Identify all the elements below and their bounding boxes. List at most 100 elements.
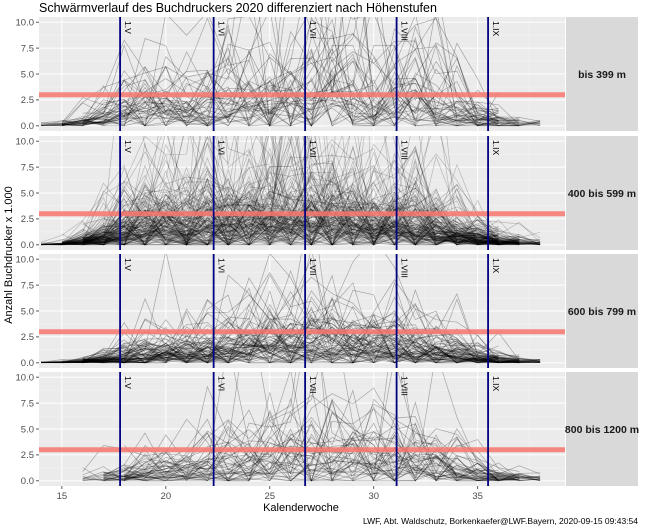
trap-line (82, 136, 520, 247)
facet-label: 800 bis 1200 m (565, 424, 639, 436)
trap-line (82, 204, 541, 246)
trap-line (41, 289, 499, 364)
trap-line (61, 328, 520, 364)
trap-line (41, 254, 499, 364)
trap-line (124, 434, 541, 482)
trap-line (82, 136, 499, 246)
trap-line (61, 81, 520, 127)
trap-line (82, 296, 520, 361)
trap-line (124, 459, 520, 482)
trap-line (61, 204, 520, 246)
trap-line (41, 136, 520, 246)
y-tick-label: 7.5 (21, 280, 34, 291)
trap-line (82, 196, 499, 245)
trap-line (82, 143, 520, 246)
trap-line (61, 185, 520, 246)
trap-line (82, 198, 541, 246)
trap-line (82, 201, 520, 246)
trap-line (82, 167, 499, 246)
trap-line (103, 451, 541, 482)
trap-line (61, 166, 541, 246)
trap-line (82, 281, 499, 364)
trap-line (61, 220, 520, 246)
facet-strip (566, 254, 638, 368)
facet-strip (566, 17, 638, 131)
trap-line (82, 333, 520, 363)
trap-line (82, 293, 520, 364)
y-tick-label: 10.0 (16, 372, 35, 383)
panel: 1.V 1.VI 1.VII 1.VIII 1.IX 0.0 2.5 5.0 7.5 10.0 bi… (16, 17, 638, 132)
trap-line (41, 136, 499, 246)
trap-line (61, 200, 520, 246)
trap-line (61, 175, 520, 246)
trap-line (82, 317, 541, 364)
trap-line (61, 56, 520, 127)
trap-line (82, 24, 499, 127)
trap-line (82, 324, 541, 364)
trap-line (103, 431, 541, 482)
trap-line (41, 314, 541, 364)
trap-line (61, 139, 499, 246)
trap-line (61, 17, 499, 128)
trap-line (82, 223, 520, 245)
trap-line (41, 185, 499, 246)
trap-line (61, 325, 499, 364)
trap-line (82, 219, 499, 246)
trap-line (82, 170, 499, 246)
month-marker-label: 1.VI (217, 21, 227, 36)
month-marker-label: 1.VIII (400, 258, 410, 278)
trap-line (61, 214, 499, 245)
trap-line (41, 89, 499, 127)
trap-line (61, 347, 520, 364)
y-axis-label: Anzahl Buchdrucker x 1.000 (3, 186, 15, 324)
trap-line (61, 290, 541, 364)
trap-line (124, 427, 541, 482)
trap-line (61, 18, 499, 127)
trap-line (61, 57, 541, 127)
trap-line (124, 422, 541, 482)
trap-line (103, 397, 499, 482)
trap-line (82, 136, 541, 247)
y-tick-label: 7.5 (21, 398, 34, 409)
trap-line (41, 84, 499, 127)
trap-line (82, 326, 499, 364)
trap-line (41, 221, 541, 246)
trap-line (61, 211, 520, 246)
month-marker-label: 1.IX (491, 258, 501, 273)
y-tick-label: 2.5 (21, 332, 34, 343)
trap-line (61, 221, 541, 246)
trap-line (41, 190, 499, 246)
month-marker-label: 1.IX (491, 376, 501, 391)
trap-line (82, 312, 541, 364)
trap-line (82, 142, 499, 246)
trap-line (61, 188, 520, 246)
trap-line (61, 30, 541, 127)
y-tick-label: 7.5 (21, 43, 34, 54)
trap-line (61, 219, 499, 246)
month-marker-label: 1.VI (217, 140, 227, 155)
trap-line (82, 53, 499, 127)
trap-line (103, 411, 520, 482)
trap-line (41, 290, 541, 364)
trap-line (124, 399, 499, 482)
trap-line (61, 193, 520, 246)
trap-line (61, 303, 499, 364)
trap-line (82, 306, 499, 364)
trap-line (41, 203, 499, 245)
facet-label: bis 399 m (578, 69, 626, 81)
y-tick-label: 0.0 (21, 358, 34, 369)
trap-line (82, 332, 541, 364)
trap-line (61, 181, 499, 244)
y-tick-label: 5.0 (21, 424, 34, 435)
trap-line (61, 103, 541, 127)
trap-line (103, 419, 499, 482)
trap-line (61, 321, 541, 364)
trap-line (82, 340, 520, 364)
trap-line (61, 209, 520, 246)
trap-line (82, 151, 499, 246)
trap-line (61, 49, 541, 127)
trap-line (41, 136, 499, 246)
facet-label: 400 bis 599 m (568, 188, 636, 200)
trap-line (103, 468, 520, 482)
